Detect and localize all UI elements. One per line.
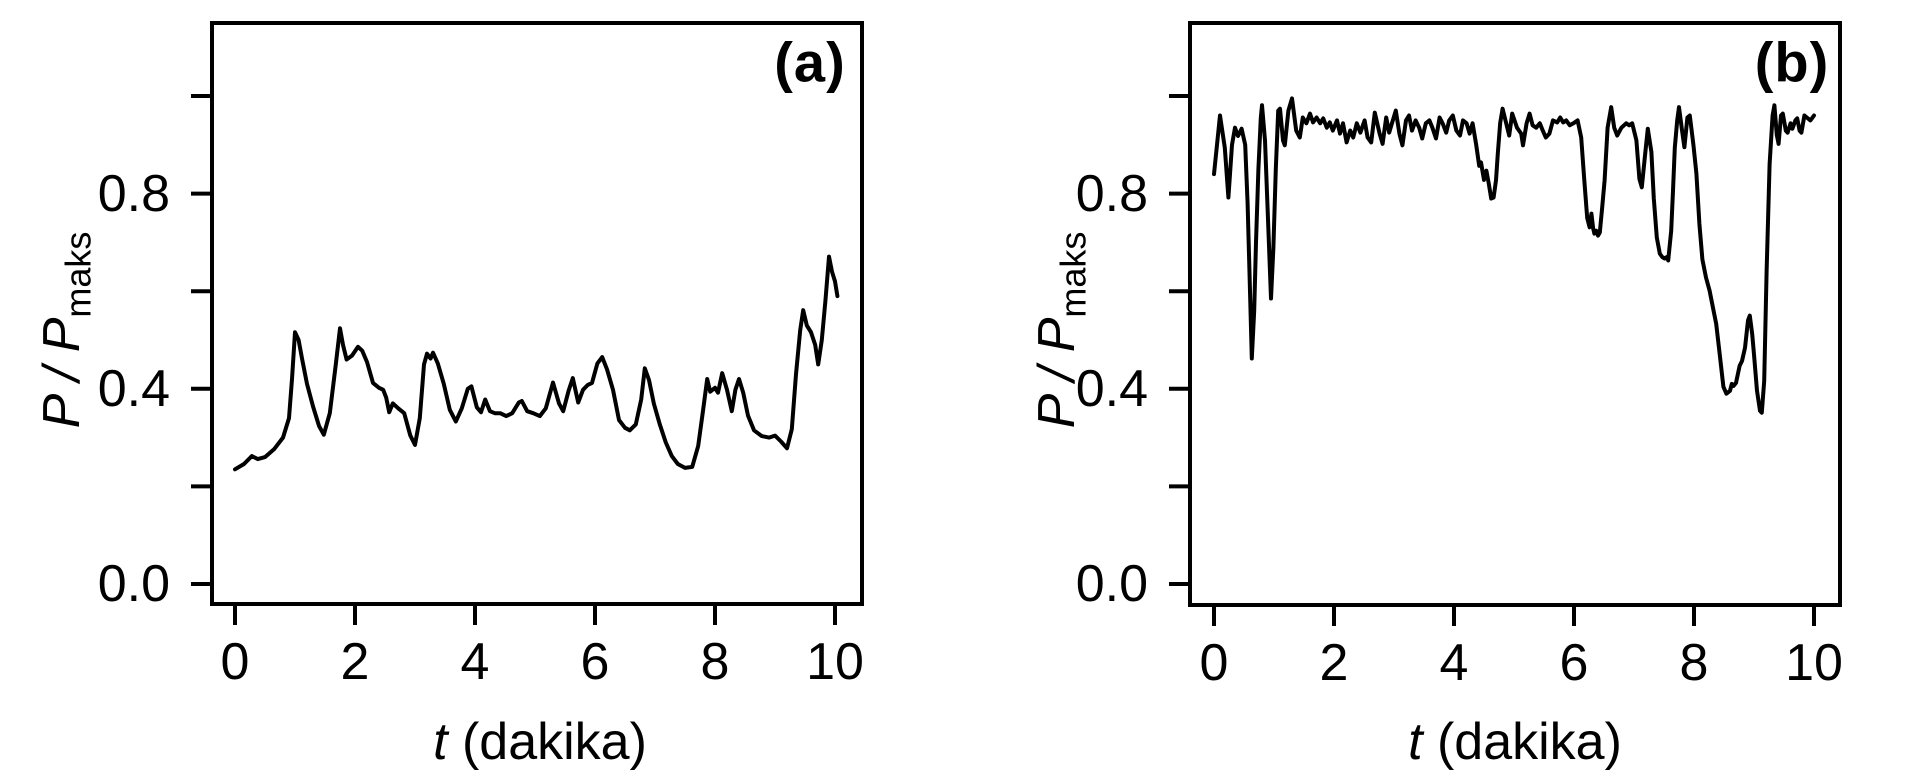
x-tick-label: 4: [1439, 634, 1469, 692]
x-tick-label: 10: [1785, 634, 1843, 692]
y-axis-label-sub: maks: [57, 231, 99, 318]
x-tick-label: 8: [1679, 634, 1709, 692]
x-tick-label: 4: [460, 633, 490, 691]
plot-box: [1188, 21, 1842, 607]
y-tick-label: 0.4: [1075, 359, 1148, 418]
chart-panel-a: (a) P / Pmaks t (dakika) 0 2 4 6 8 10 0.0 0.4 0.…: [33, 21, 864, 772]
plot-area-a: [191, 21, 864, 625]
y-tick-label: 0.4: [97, 359, 170, 418]
panel-label-b: (b): [1754, 30, 1830, 94]
chart-panel-b: (b) P / Pmaks t (dakika) 0 2 4 6 8 10 0.0 0.4 0.…: [960, 0, 1920, 784]
x-axis-label-t: t: [1408, 713, 1423, 771]
x-tick-label: 0: [1199, 634, 1229, 692]
x-axis-label-unit: (dakika): [447, 713, 647, 771]
plot-box: [210, 21, 864, 606]
data-line: [233, 254, 840, 472]
x-tick-label: 6: [580, 633, 610, 691]
y-axis-label-sub: maks: [1052, 231, 1094, 318]
y-tick-label: 0.0: [1075, 555, 1148, 613]
y-tick-label: 0.8: [1075, 164, 1148, 223]
x-axis-label-a: t (dakika): [433, 712, 647, 772]
x-axis-label-unit: (dakika): [1422, 713, 1622, 771]
x-axis-label-t: t: [433, 713, 448, 771]
panel-label-a: (a): [774, 30, 846, 94]
x-axis-label-b: t (dakika): [1408, 712, 1622, 772]
x-tick-label: 2: [1319, 634, 1349, 692]
data-line: [1212, 96, 1816, 415]
x-tick-label: 10: [806, 633, 864, 691]
x-tick-label: 6: [1559, 634, 1589, 692]
plot-area-b: [1169, 21, 1842, 626]
y-tick-label: 0.8: [97, 164, 170, 223]
x-tick-label: 0: [220, 633, 250, 691]
x-tick-label: 8: [700, 633, 730, 691]
y-tick-label: 0.0: [97, 555, 170, 613]
x-tick-label: 2: [340, 633, 370, 691]
